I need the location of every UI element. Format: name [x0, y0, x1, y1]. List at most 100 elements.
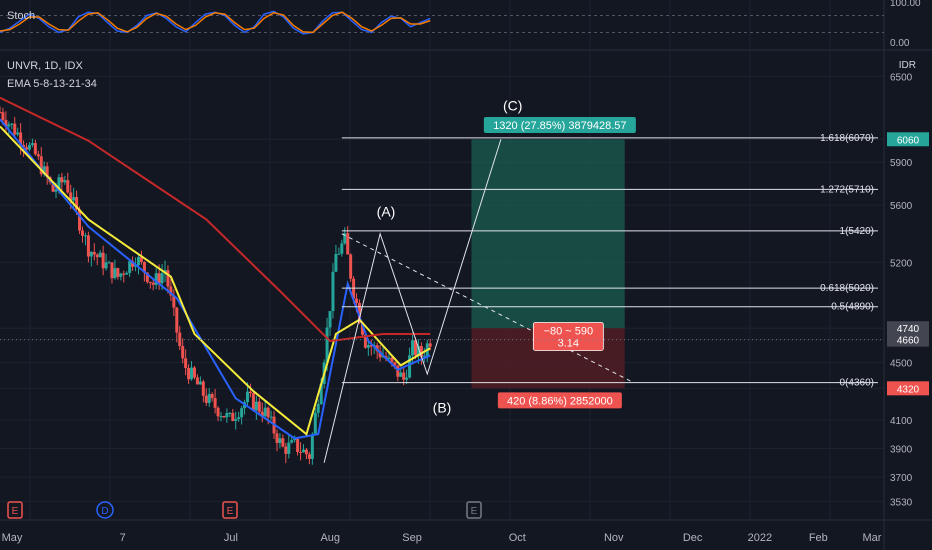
candle-body	[113, 268, 117, 279]
candle-body	[369, 344, 373, 347]
y-axis-tick: 3900	[890, 444, 913, 455]
candle-body	[10, 123, 14, 125]
candle-body	[22, 144, 26, 148]
x-axis-tick: May	[2, 532, 23, 544]
candle-body	[145, 272, 149, 282]
fib-label: 1.618(6070)	[820, 133, 874, 144]
candle-body	[78, 209, 82, 231]
candle-body	[234, 419, 238, 421]
candle-body	[1, 112, 5, 121]
svg-text:4660: 4660	[897, 336, 920, 347]
candle-body	[275, 433, 279, 443]
candle-body	[207, 394, 211, 403]
candle-body	[216, 407, 220, 417]
candle-body	[92, 251, 96, 255]
candle-body	[33, 143, 37, 155]
candle-body	[331, 271, 335, 312]
candle-body	[366, 344, 370, 348]
svg-text:E: E	[227, 506, 234, 517]
candle-body	[228, 412, 232, 414]
candle-body	[240, 408, 244, 418]
candle-body	[195, 377, 199, 385]
candle-body	[428, 343, 432, 347]
candle-body	[304, 449, 308, 455]
candle-body	[248, 391, 252, 394]
target-zone	[471, 139, 625, 329]
candle-body	[393, 362, 397, 366]
x-axis-tick: Mar	[863, 532, 882, 544]
candle-body	[222, 416, 226, 418]
candle-body	[7, 124, 11, 127]
ema-indicator-label[interactable]: EMA 5-8-13-21-34	[7, 78, 97, 90]
candle-body	[213, 398, 217, 408]
candle-body	[328, 311, 332, 328]
candle-body	[122, 273, 126, 275]
candle-body	[378, 351, 382, 358]
y-axis-tick: 5200	[890, 258, 913, 269]
candle-body	[263, 407, 267, 417]
candle-body	[125, 272, 129, 275]
fib-label: 0(4360)	[840, 378, 874, 389]
candle-body	[13, 123, 17, 135]
candle-body	[160, 273, 164, 284]
candle-body	[316, 404, 320, 413]
symbol-label[interactable]: UNVR, 1D, IDX	[7, 60, 83, 72]
candle-body	[408, 355, 412, 378]
candle-body	[251, 393, 255, 411]
position-info-ratio: 3.14	[558, 337, 579, 349]
candle-body	[66, 180, 70, 193]
candle-body	[110, 262, 114, 279]
wave-label-c: (C)	[503, 98, 522, 114]
candle-body	[178, 332, 182, 347]
candle-body	[27, 144, 31, 150]
candle-body	[54, 189, 58, 192]
candle-body	[119, 273, 123, 277]
wave-label-b: (B)	[433, 400, 452, 416]
position-info-range: −80 ~ 590	[544, 325, 594, 337]
candle-body	[51, 182, 55, 192]
candle-body	[419, 346, 423, 357]
candle-body	[83, 235, 87, 237]
candle-body	[231, 412, 235, 421]
candle-body	[313, 412, 317, 435]
ema-line-1	[0, 118, 431, 440]
x-axis-tick: Oct	[509, 532, 526, 544]
candles	[0, 106, 432, 465]
stop-label: 420 (8.86%) 2852000	[497, 392, 622, 409]
candle-body	[396, 365, 400, 377]
price-tag-4320: 4320	[887, 381, 929, 396]
candle-body	[148, 281, 152, 283]
svg-text:420 (8.86%) 2852000: 420 (8.86%) 2852000	[507, 395, 613, 407]
candle-body	[128, 261, 132, 273]
svg-text:E: E	[471, 506, 478, 517]
candle-body	[72, 197, 76, 201]
target-label: 1320 (27.85%) 3879428.57	[483, 116, 636, 133]
svg-text:D: D	[101, 506, 108, 517]
svg-text:4740: 4740	[897, 324, 920, 335]
candle-body	[116, 268, 120, 277]
candle-body	[157, 273, 161, 284]
candle-body	[352, 278, 356, 299]
svg-text:1320 (27.85%) 3879428.57: 1320 (27.85%) 3879428.57	[493, 120, 626, 132]
candle-body	[42, 166, 46, 175]
candle-body	[75, 197, 79, 210]
y-axis-tick: 4500	[890, 359, 913, 370]
candle-body	[16, 132, 20, 135]
candle-body	[142, 261, 146, 273]
candle-body	[310, 434, 314, 459]
x-axis-tick: Dec	[683, 532, 703, 544]
stoch-indicator-label[interactable]: Stoch	[7, 10, 36, 22]
ema-line-3	[0, 96, 431, 343]
candle-body	[237, 417, 241, 420]
candle-body	[257, 401, 261, 412]
candle-body	[387, 357, 391, 360]
candle-body	[169, 286, 173, 296]
candle-body	[210, 394, 214, 399]
candle-body	[402, 372, 406, 380]
y-axis-tick: 4100	[890, 416, 913, 427]
candle-body	[151, 282, 155, 285]
y-axis-tick: 6500	[890, 72, 913, 83]
candle-body	[302, 449, 306, 453]
stoch-axis-tick: 0.00	[890, 38, 910, 49]
